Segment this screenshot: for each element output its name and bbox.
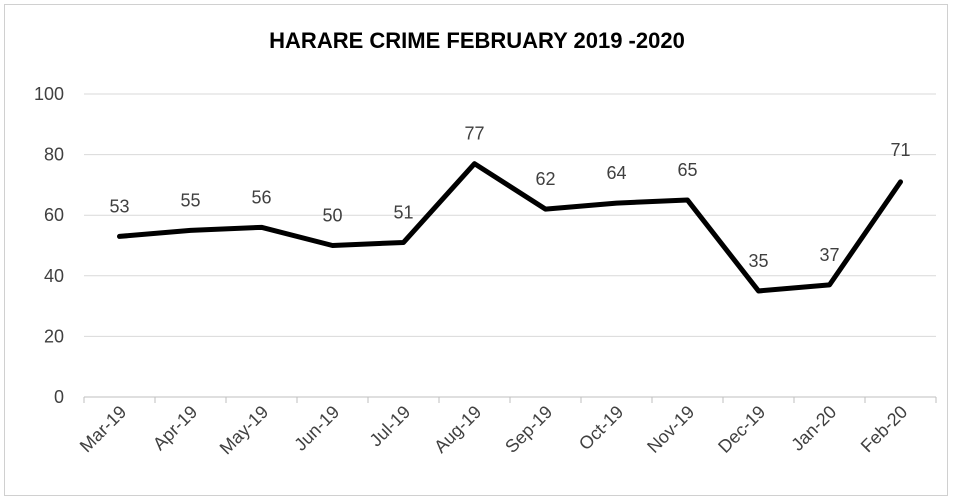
data-label: 71 — [890, 140, 910, 160]
x-tick-label: Jun-19 — [290, 402, 343, 455]
gridlines — [84, 93, 936, 337]
x-tick-label: Sep-19 — [501, 402, 556, 457]
data-point — [615, 201, 618, 205]
x-tick-label: Feb-20 — [857, 402, 911, 456]
x-tick-label: Dec-19 — [714, 402, 769, 457]
x-tick-label: May-19 — [216, 402, 273, 459]
y-axis-ticks: 0 20 40 60 80 100 — [34, 84, 64, 407]
data-point — [686, 198, 689, 202]
x-tick-label: Apr-19 — [149, 402, 201, 454]
data-point — [828, 283, 831, 287]
data-point — [402, 240, 405, 244]
x-axis: Mar-19 Apr-19 May-19 Jun-19 Jul-19 Aug-19 Sep-… — [76, 396, 937, 459]
y-tick-label: 40 — [44, 266, 64, 286]
data-label: 55 — [180, 190, 200, 210]
x-tick-label: Oct-19 — [575, 402, 627, 454]
data-point — [544, 207, 547, 211]
data-label: 77 — [464, 124, 484, 144]
data-label: 64 — [606, 163, 626, 183]
series-line — [117, 161, 903, 294]
data-point — [118, 234, 121, 238]
y-tick-label: 100 — [34, 84, 64, 104]
y-tick-label: 80 — [44, 145, 64, 165]
data-label: 62 — [535, 169, 555, 189]
data-label: 51 — [393, 202, 413, 222]
x-tick-label: Jan-20 — [787, 402, 840, 455]
y-tick-label: 20 — [44, 326, 64, 346]
x-tick-label: Mar-19 — [76, 402, 130, 456]
data-label: 65 — [677, 160, 697, 180]
data-point — [473, 162, 476, 166]
data-point — [189, 228, 192, 232]
y-tick-label: 0 — [54, 387, 64, 407]
data-point — [757, 289, 760, 293]
data-point — [260, 225, 263, 229]
data-label: 56 — [251, 187, 271, 207]
x-tick-label: Nov-19 — [643, 402, 698, 457]
series-line-group — [117, 161, 903, 294]
x-tick-label: Aug-19 — [430, 402, 485, 457]
chart-frame — [4, 4, 948, 496]
x-tick-label: Jul-19 — [366, 402, 415, 451]
data-label: 35 — [748, 251, 768, 271]
data-labels: 53 55 56 50 51 77 62 64 65 35 37 71 — [109, 124, 910, 271]
data-label: 53 — [109, 196, 129, 216]
data-label: 37 — [819, 245, 839, 265]
chart-title: HARARE CRIME FEBRUARY 2019 -2020 — [269, 28, 685, 53]
data-point — [331, 244, 334, 247]
data-label: 50 — [322, 206, 342, 226]
y-tick-label: 60 — [44, 205, 64, 225]
data-point — [899, 180, 902, 184]
